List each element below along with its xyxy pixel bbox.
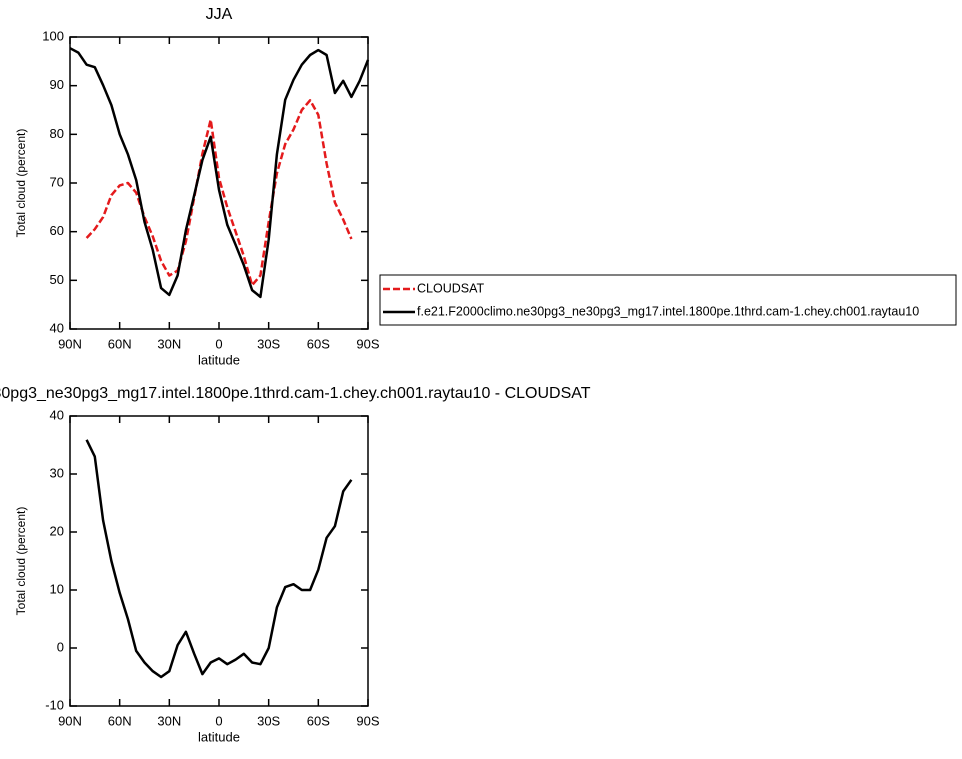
x-tick-label: 60S bbox=[307, 336, 330, 351]
y-axis-label: Total cloud (percent) bbox=[14, 507, 28, 616]
x-tick-label: 30N bbox=[157, 336, 181, 351]
x-tick-label: 30N bbox=[157, 713, 181, 728]
y-tick-label: 70 bbox=[50, 174, 64, 189]
x-tick-label: 90S bbox=[356, 336, 379, 351]
x-tick-label: 60S bbox=[307, 713, 330, 728]
x-tick-label: 30S bbox=[257, 336, 280, 351]
x-axis-label: latitude bbox=[198, 352, 240, 367]
y-tick-label: 100 bbox=[42, 28, 64, 43]
x-tick-label: 0 bbox=[215, 336, 222, 351]
chart-title: JJA bbox=[206, 6, 233, 23]
data-line bbox=[85, 439, 353, 679]
y-axis-label: Total cloud (percent) bbox=[14, 129, 28, 238]
plot-frame bbox=[69, 415, 369, 707]
x-axis-label: latitude bbox=[198, 729, 240, 744]
y-tick-label: 90 bbox=[50, 77, 64, 92]
y-tick-label: 30 bbox=[50, 465, 64, 480]
legend-label: f.e21.F2000climo.ne30pg3_ne30pg3_mg17.in… bbox=[417, 304, 919, 318]
plot-frame bbox=[69, 36, 369, 330]
x-tick-label: 90S bbox=[356, 713, 379, 728]
legend-label: CLOUDSAT bbox=[417, 281, 485, 295]
y-tick-label: 40 bbox=[50, 407, 64, 422]
y-tick-label: 60 bbox=[50, 223, 64, 238]
y-tick-label: 50 bbox=[50, 272, 64, 287]
legend-box bbox=[379, 274, 957, 326]
y-tick-label: 0 bbox=[57, 639, 64, 654]
x-tick-label: 90N bbox=[58, 336, 82, 351]
data-line bbox=[85, 99, 353, 287]
x-tick-label: 60N bbox=[108, 713, 132, 728]
chart-title: f.e21.F2000climo.ne30pg3_ne30pg3_mg17.in… bbox=[0, 385, 591, 402]
x-tick-label: 60N bbox=[108, 336, 132, 351]
y-tick-label: 20 bbox=[50, 523, 64, 538]
y-tick-label: 40 bbox=[50, 320, 64, 335]
x-tick-label: 30S bbox=[257, 713, 280, 728]
x-tick-label: 0 bbox=[215, 713, 222, 728]
x-tick-label: 90N bbox=[58, 713, 82, 728]
y-tick-label: 80 bbox=[50, 126, 64, 141]
y-tick-label: -10 bbox=[45, 697, 64, 712]
y-tick-label: 10 bbox=[50, 581, 64, 596]
data-line bbox=[69, 47, 370, 299]
